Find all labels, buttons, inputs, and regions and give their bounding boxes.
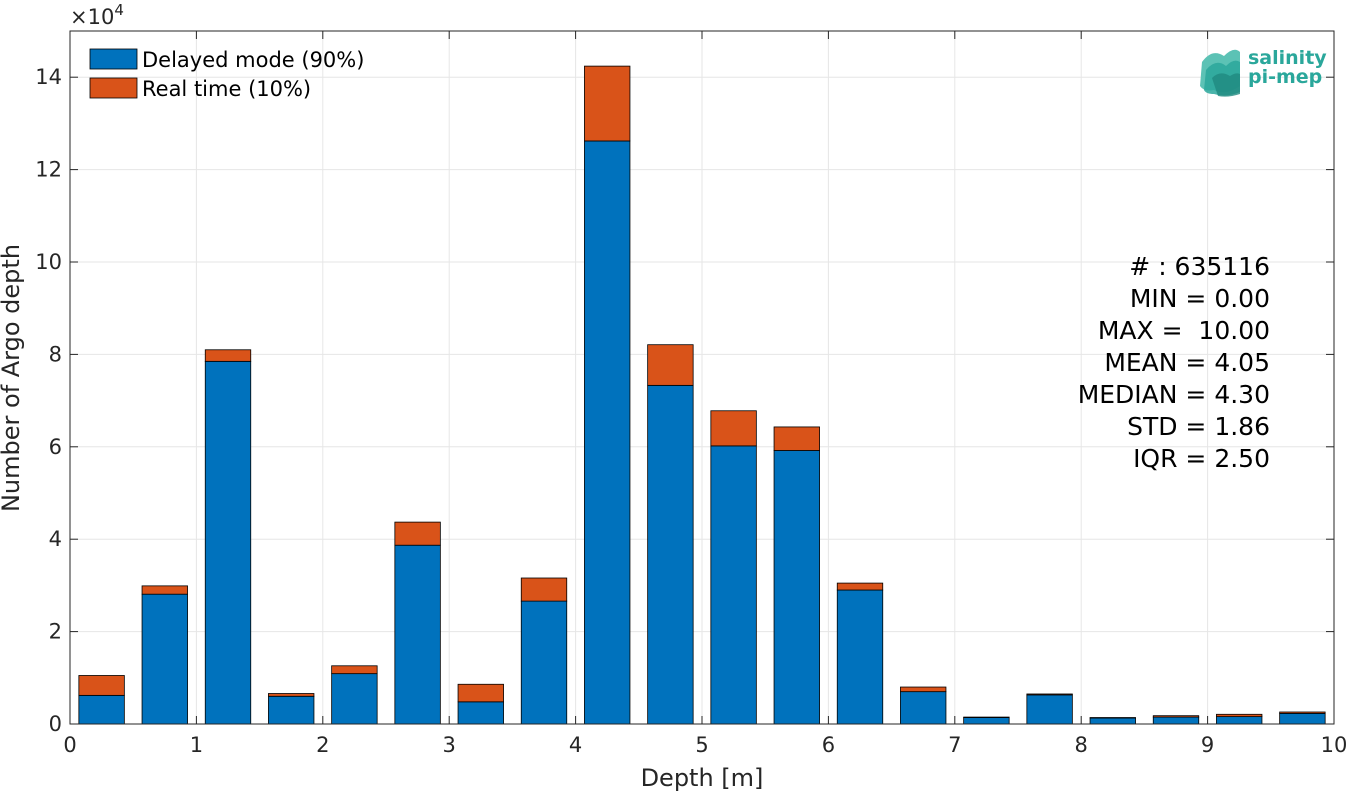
bar-real-time [457, 683, 504, 703]
y-tick-label: 4 [49, 527, 62, 551]
y-tick-label: 2 [49, 620, 62, 644]
x-tick-label: 6 [822, 733, 835, 757]
logo-line-1: salinity [1248, 47, 1327, 69]
x-tick-label: 9 [1201, 733, 1214, 757]
x-tick-label: 2 [316, 733, 329, 757]
bar-real-time [773, 426, 820, 451]
x-tick-label: 1 [190, 733, 203, 757]
bar-delayed-mode [836, 589, 884, 725]
bar-delayed-mode [1279, 712, 1326, 725]
x-tick-label: 7 [948, 733, 961, 757]
x-axis-ticks: 0 1 2 3 4 5 6 7 8 9 10 [63, 31, 1347, 757]
bar-real-time [78, 675, 125, 696]
y-tick-label: 6 [49, 435, 62, 459]
bars [78, 65, 1326, 725]
bar-real-time [331, 665, 378, 675]
bar-real-time [1279, 711, 1326, 714]
bar-real-time [394, 521, 441, 546]
stats-box: # : 635116 MIN = 0.00 MAX = 10.00 MEAN = 4.… [1078, 252, 1270, 473]
bar-delayed-mode [1152, 716, 1200, 725]
bar-delayed-mode [1216, 716, 1263, 725]
stats-line: # : 635116 [1129, 252, 1270, 281]
bar-real-time [1152, 715, 1200, 718]
x-tick-label: 5 [695, 733, 708, 757]
bar-delayed-mode [457, 701, 504, 725]
legend-label: Real time (10%) [142, 77, 311, 101]
bar-delayed-mode [141, 593, 188, 725]
x-tick-label: 0 [63, 733, 76, 757]
bar-delayed-mode [1089, 717, 1136, 725]
stats-line: MEAN = 4.05 [1104, 348, 1270, 377]
legend-swatch [89, 48, 138, 70]
x-tick-label: 10 [1321, 733, 1348, 757]
bar-delayed-mode [520, 600, 568, 725]
bar-delayed-mode [1026, 694, 1073, 725]
bar-delayed-mode [584, 140, 631, 725]
bar-real-time [710, 410, 757, 447]
bar-real-time [204, 349, 252, 362]
bar-real-time [520, 577, 568, 602]
salinity-pi-mep-logo: salinity pi-mep [1200, 47, 1327, 97]
x-axis-label: Depth [m] [641, 764, 764, 792]
y-axis-exponent: ×104 [70, 1, 124, 29]
bar-real-time [836, 582, 884, 591]
bar-delayed-mode [963, 717, 1010, 725]
bar-real-time [268, 693, 315, 697]
y-exponent-base: ×10 [70, 5, 114, 29]
x-tick-label: 8 [1075, 733, 1088, 757]
legend-swatch [89, 77, 138, 99]
bar-real-time [900, 686, 947, 693]
stats-line: IQR = 2.50 [1133, 444, 1270, 473]
stats-line: MAX = 10.00 [1098, 316, 1270, 345]
y-tick-label: 10 [35, 250, 62, 274]
bar-delayed-mode [900, 691, 947, 725]
stats-line: MIN = 0.00 [1130, 284, 1270, 313]
legend: Delayed mode (90%) Real time (10%) [89, 48, 364, 101]
bar-delayed-mode [204, 360, 252, 725]
bar-delayed-mode [647, 384, 694, 725]
y-tick-label: 0 [49, 712, 62, 736]
bar-delayed-mode [78, 694, 125, 725]
bar-delayed-mode [268, 695, 315, 725]
y-exponent-power: 4 [114, 1, 124, 19]
bar-real-time [647, 344, 694, 386]
x-tick-label: 3 [443, 733, 456, 757]
bar-real-time [1026, 693, 1073, 696]
bar-delayed-mode [773, 450, 820, 725]
y-tick-label: 14 [35, 65, 62, 89]
legend-label: Delayed mode (90%) [142, 48, 364, 72]
bar-real-time [141, 585, 188, 595]
x-tick-label: 4 [569, 733, 582, 757]
bar-delayed-mode [394, 544, 441, 725]
bar-real-time [1216, 713, 1263, 718]
stats-line: STD = 1.86 [1127, 412, 1270, 441]
y-tick-label: 8 [49, 342, 62, 366]
bar-real-time [584, 65, 631, 142]
bar-delayed-mode [331, 673, 378, 725]
logo-line-2: pi-mep [1248, 66, 1322, 88]
y-axis-ticks: 0 2 4 6 8 10 12 14 [35, 65, 1334, 736]
bar-delayed-mode [710, 445, 757, 725]
gridlines [70, 31, 1334, 724]
y-tick-label: 12 [35, 158, 62, 182]
y-axis-label: Number of Argo depth [0, 244, 25, 512]
stats-line: MEDIAN = 4.30 [1078, 380, 1270, 409]
waves-icon [1200, 49, 1240, 97]
